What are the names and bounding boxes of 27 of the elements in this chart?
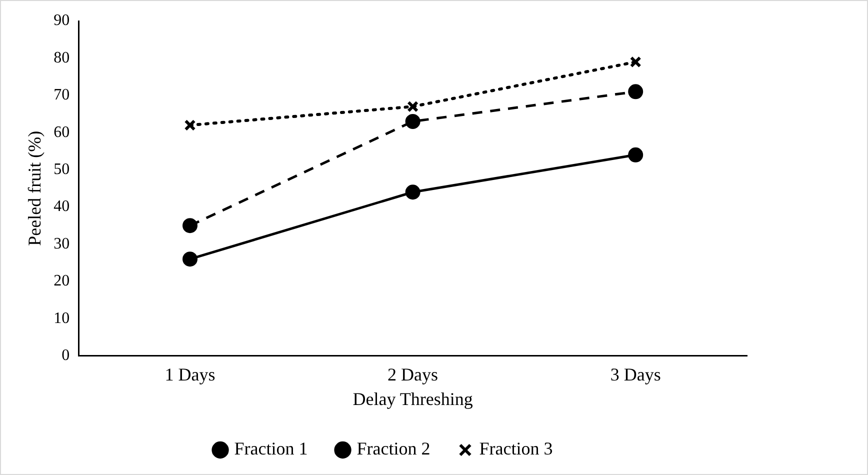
x-tick-label: 3 Days <box>610 364 661 384</box>
y-tick-label: 20 <box>54 272 70 290</box>
x-tick-label: 2 Days <box>388 364 438 384</box>
y-tick-label: 0 <box>62 347 70 364</box>
point <box>628 84 644 100</box>
y-tick-label: 40 <box>54 198 70 216</box>
y-tick-label: 60 <box>54 124 70 141</box>
x-tick-label: 1 Days <box>164 364 216 384</box>
point <box>405 184 420 200</box>
point <box>628 147 644 162</box>
legend-label: Fraction 1 <box>234 438 308 459</box>
y-tick-label: 90 <box>54 12 70 30</box>
y-tick-label: 50 <box>54 161 70 178</box>
point <box>182 252 198 267</box>
legend-label: Fraction 2 <box>356 438 430 459</box>
y-tick-label: 70 <box>54 86 70 104</box>
legend-label: Fraction 3 <box>479 438 553 459</box>
point <box>407 100 419 112</box>
y-tick-label: 80 <box>54 49 70 66</box>
y-tick-label: 30 <box>54 235 70 252</box>
point <box>184 119 196 131</box>
point <box>182 218 198 234</box>
x-axis-title: Delay Threshing <box>352 388 473 409</box>
point <box>630 56 642 68</box>
point <box>405 114 420 129</box>
y-tick-label: 10 <box>54 310 70 327</box>
y-axis-title: Peeled fruit (%) <box>24 130 45 246</box>
